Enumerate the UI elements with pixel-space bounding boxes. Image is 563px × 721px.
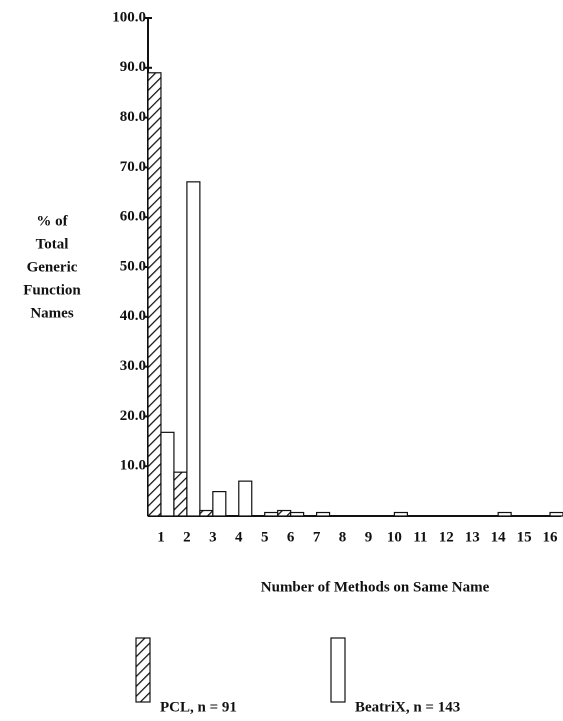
x-tick-label: 6	[287, 529, 295, 545]
y-axis-label: Generic	[27, 259, 78, 275]
x-tick-label: 1	[157, 529, 165, 545]
legend-label: PCL, n = 91	[160, 699, 237, 715]
x-tick-label: 2	[183, 529, 191, 545]
y-tick-label: 30.0	[120, 358, 146, 374]
x-tick-label: 9	[365, 529, 373, 545]
x-tick-label: 16	[543, 529, 559, 545]
legend-swatch	[330, 637, 346, 703]
x-tick-label: 7	[313, 529, 321, 545]
bar	[173, 471, 188, 517]
x-tick-label: 13	[465, 529, 480, 545]
legend-label: BeatriX, n = 143	[355, 699, 460, 715]
bar	[238, 480, 253, 517]
x-tick-label: 15	[517, 529, 532, 545]
x-tick-label: 4	[235, 529, 243, 545]
y-tick-label: 40.0	[120, 308, 146, 324]
x-axis-label: Number of Methods on Same Name	[261, 579, 490, 595]
x-tick-label: 14	[491, 529, 507, 545]
bar	[315, 511, 331, 517]
x-tick-label: 3	[209, 529, 217, 545]
y-tick-label: 50.0	[120, 258, 146, 274]
x-tick-label: 11	[413, 529, 427, 545]
y-tick-label: 20.0	[120, 408, 146, 424]
y-tick-label: 100.0	[112, 9, 146, 25]
y-tick-label: 90.0	[120, 59, 146, 75]
y-tick-label: 80.0	[120, 109, 146, 125]
bar	[290, 511, 305, 517]
y-axis-label: Function	[23, 282, 81, 298]
bar	[186, 181, 201, 517]
x-tick-label: 10	[387, 529, 402, 545]
x-tick-label: 5	[261, 529, 269, 545]
bar	[393, 511, 408, 517]
bar	[497, 511, 512, 517]
x-tick-label: 12	[439, 529, 454, 545]
bar	[277, 509, 292, 517]
y-axis-label: Total	[36, 236, 69, 252]
legend-swatch	[135, 637, 151, 703]
y-tick-label: 60.0	[120, 209, 146, 225]
x-tick-label: 8	[339, 529, 347, 545]
bar	[212, 490, 227, 517]
y-tick-label: 70.0	[120, 159, 146, 175]
bar	[549, 511, 563, 517]
bar	[147, 72, 162, 517]
bar	[264, 511, 279, 517]
y-tick-label: 10.0	[120, 458, 146, 474]
y-axis-label: Names	[30, 305, 73, 321]
bar	[199, 509, 214, 517]
y-axis-label: % of	[36, 213, 68, 229]
bar	[160, 431, 175, 517]
